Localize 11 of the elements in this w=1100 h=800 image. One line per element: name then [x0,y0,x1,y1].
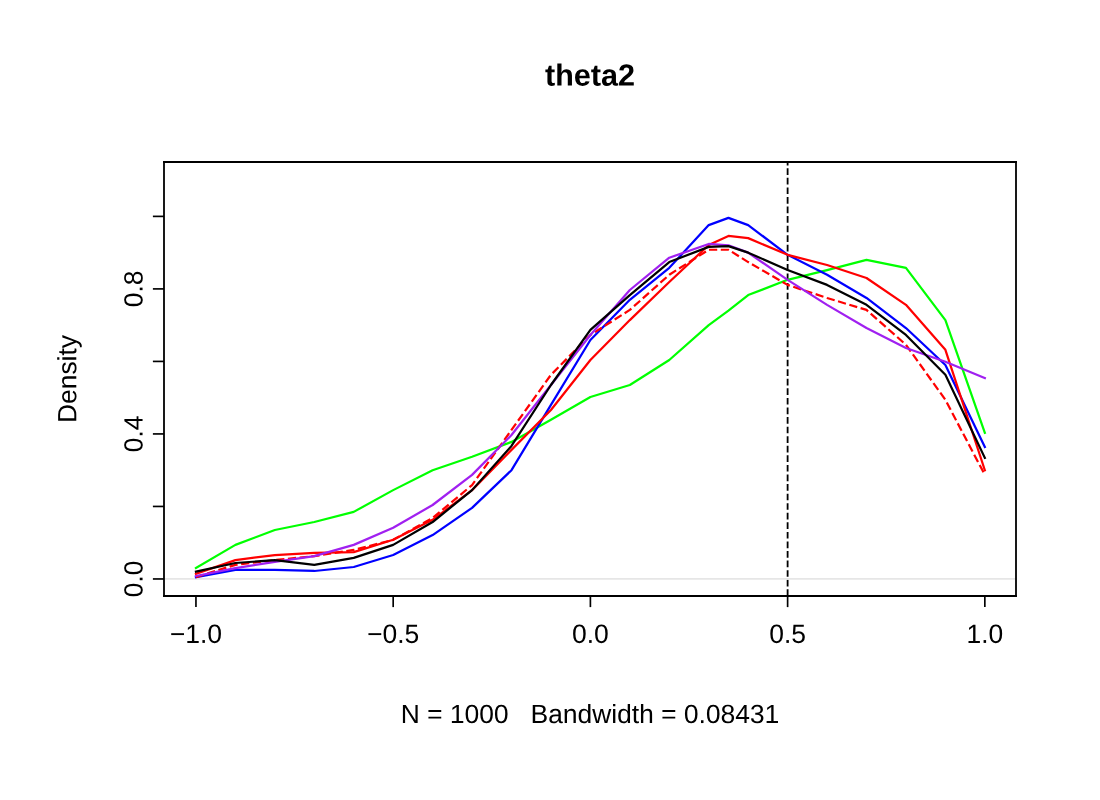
y-tick-label: 0.8 [124,271,143,307]
x-tick-label: 1.0 [968,624,1003,644]
y-tick-label: 0.0 [124,561,143,597]
y-axis-title: Density [57,335,82,421]
chart-title: theta2 [545,63,634,86]
x-tick-label: −0.5 [368,624,419,644]
x-tick-label: −1.0 [171,624,221,644]
x-axis-title: N = 1000 Bandwidth = 0.08431 [402,703,778,724]
x-tick-label: 0.0 [573,624,608,644]
x-tick-label: 0.5 [770,624,805,644]
y-tick-label: 0.4 [124,416,143,452]
